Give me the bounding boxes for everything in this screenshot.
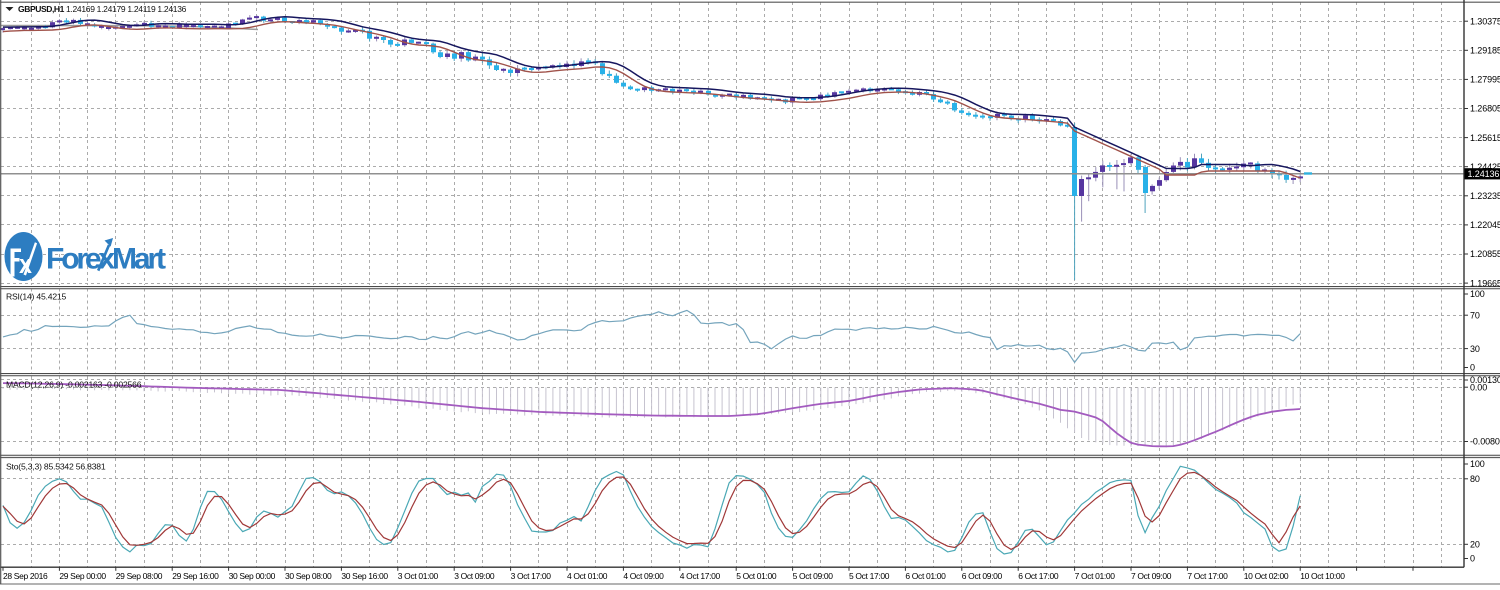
svg-text:1.25615: 1.25615	[1470, 133, 1500, 143]
svg-text:1.24136: 1.24136	[1468, 169, 1500, 179]
svg-text:MACD(12,26,9) -0.002163 -0.002: MACD(12,26,9) -0.002163 -0.002566	[6, 380, 142, 390]
svg-text:30 Sep 08:00: 30 Sep 08:00	[285, 571, 332, 581]
svg-text:5 Oct 17:00: 5 Oct 17:00	[849, 571, 890, 581]
svg-text:10 Oct 02:00: 10 Oct 02:00	[1244, 571, 1289, 581]
svg-text:3 Oct 09:00: 3 Oct 09:00	[454, 571, 495, 581]
svg-text:30: 30	[1470, 344, 1480, 354]
svg-text:28 Sep 2016: 28 Sep 2016	[3, 571, 48, 581]
svg-text:29 Sep 08:00: 29 Sep 08:00	[116, 571, 163, 581]
svg-text:RSI(14) 45.4215: RSI(14) 45.4215	[6, 292, 66, 302]
svg-text:1.20855: 1.20855	[1470, 249, 1500, 259]
svg-text:30 Sep 00:00: 30 Sep 00:00	[229, 571, 276, 581]
svg-text:-0.008064: -0.008064	[1470, 437, 1500, 447]
svg-text:1.22045: 1.22045	[1470, 220, 1500, 230]
svg-text:4 Oct 01:00: 4 Oct 01:00	[567, 571, 608, 581]
svg-text:7 Oct 17:00: 7 Oct 17:00	[1187, 571, 1228, 581]
svg-text:GBPUSD,H1: GBPUSD,H1	[18, 4, 65, 14]
svg-text:10 Oct 10:00: 10 Oct 10:00	[1300, 571, 1345, 581]
svg-text:29 Sep 00:00: 29 Sep 00:00	[59, 571, 106, 581]
svg-text:100: 100	[1470, 289, 1485, 299]
svg-text:3 Oct 01:00: 3 Oct 01:00	[398, 571, 439, 581]
svg-text:6 Oct 17:00: 6 Oct 17:00	[1018, 571, 1059, 581]
svg-text:20: 20	[1470, 540, 1480, 550]
svg-text:0.00: 0.00	[1470, 382, 1487, 392]
svg-text:6 Oct 01:00: 6 Oct 01:00	[905, 571, 946, 581]
svg-text:29 Sep 16:00: 29 Sep 16:00	[172, 571, 219, 581]
svg-text:1.27995: 1.27995	[1470, 75, 1500, 85]
svg-text:4 Oct 17:00: 4 Oct 17:00	[680, 571, 721, 581]
svg-text:1.30375: 1.30375	[1470, 16, 1500, 26]
svg-text:5 Oct 09:00: 5 Oct 09:00	[793, 571, 834, 581]
svg-text:80: 80	[1470, 474, 1480, 484]
svg-text:1.26805: 1.26805	[1470, 104, 1500, 114]
svg-text:4 Oct 09:00: 4 Oct 09:00	[623, 571, 664, 581]
svg-text:1.29185: 1.29185	[1470, 46, 1500, 56]
svg-text:7 Oct 09:00: 7 Oct 09:00	[1131, 571, 1172, 581]
svg-text:Sto(5,3,3) 85.5342 56.8381: Sto(5,3,3) 85.5342 56.8381	[6, 462, 106, 472]
svg-text:6 Oct 09:00: 6 Oct 09:00	[962, 571, 1003, 581]
svg-text:1.19665: 1.19665	[1470, 278, 1500, 288]
svg-text:ForexMart: ForexMart	[46, 243, 166, 276]
svg-text:30 Sep 16:00: 30 Sep 16:00	[341, 571, 388, 581]
svg-text:0: 0	[1470, 554, 1475, 564]
svg-text:1.24169 1.24179 1.24119 1.2413: 1.24169 1.24179 1.24119 1.24136	[66, 4, 187, 14]
svg-text:70: 70	[1470, 310, 1480, 320]
svg-text:3 Oct 17:00: 3 Oct 17:00	[511, 571, 552, 581]
svg-text:100: 100	[1470, 459, 1485, 469]
svg-text:0: 0	[1470, 363, 1475, 373]
svg-text:7 Oct 01:00: 7 Oct 01:00	[1075, 571, 1116, 581]
svg-text:1.23235: 1.23235	[1470, 191, 1500, 201]
svg-text:5 Oct 01:00: 5 Oct 01:00	[736, 571, 777, 581]
